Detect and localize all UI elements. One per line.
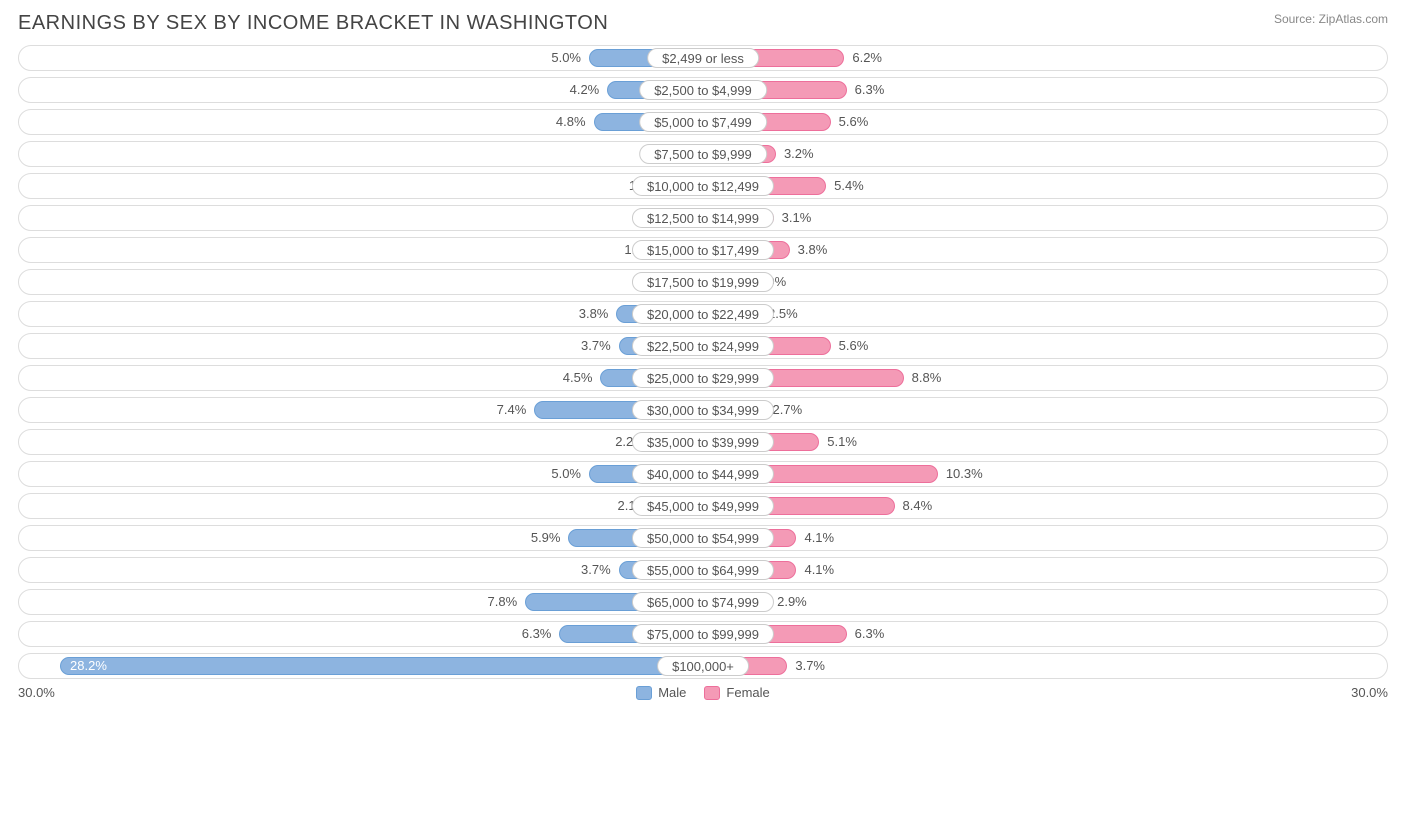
chart-row: 1.6%5.4%$10,000 to $12,499 [18, 173, 1388, 199]
category-pill: $35,000 to $39,999 [632, 432, 774, 452]
chart-row: 7.8% 2.9%$65,000 to $74,999 [18, 589, 1388, 615]
category-pill: $7,500 to $9,999 [639, 144, 767, 164]
female-value: 5.6% [831, 110, 869, 136]
category-pill: $2,499 or less [647, 48, 759, 68]
category-pill: $25,000 to $29,999 [632, 368, 774, 388]
chart-row: 1.1%3.2%$7,500 to $9,999 [18, 141, 1388, 167]
category-pill: $50,000 to $54,999 [632, 528, 774, 548]
chart-footer: 30.0% Male Female 30.0% [18, 685, 1388, 700]
female-value: 3.8% [790, 238, 828, 264]
chart-row: 1.8%3.8%$15,000 to $17,499 [18, 237, 1388, 263]
category-pill: $40,000 to $44,999 [632, 464, 774, 484]
female-value: 8.4% [895, 494, 933, 520]
axis-left-max: 30.0% [18, 685, 55, 700]
chart-row: 3.7% 4.1% $55,000 to $64,999 [18, 557, 1388, 583]
category-pill: $22,500 to $24,999 [632, 336, 774, 356]
female-value: 5.6% [831, 334, 869, 360]
legend-female-label: Female [726, 685, 769, 700]
chart-row: 6.3% 6.3% $75,000 to $99,999 [18, 621, 1388, 647]
legend: Male Female [636, 685, 770, 700]
category-pill: $2,500 to $4,999 [639, 80, 767, 100]
female-value: 3.2% [776, 142, 814, 168]
male-value: 6.3% [522, 622, 560, 648]
female-value: 10.3% [938, 462, 983, 488]
male-value: 4.5% [563, 366, 601, 392]
male-value: 3.7% [581, 558, 619, 584]
chart-title: EARNINGS BY SEX BY INCOME BRACKET IN WAS… [18, 12, 608, 35]
female-value: 3.7% [787, 654, 825, 680]
chart-row: 5.9% 4.1% $50,000 to $54,999 [18, 525, 1388, 551]
male-value: 3.8% [579, 302, 617, 328]
chart-row: 4.8% 5.6% $5,000 to $7,499 [18, 109, 1388, 135]
legend-male: Male [636, 685, 686, 700]
category-pill: $10,000 to $12,499 [632, 176, 774, 196]
male-value: 5.0% [551, 462, 589, 488]
female-value: 3.1% [774, 206, 812, 232]
chart-row: 4.2% 6.3% $2,500 to $4,999 [18, 77, 1388, 103]
chart-header: EARNINGS BY SEX BY INCOME BRACKET IN WAS… [18, 12, 1388, 35]
male-value: 7.4% [497, 398, 535, 424]
chart-source: Source: ZipAtlas.com [1274, 12, 1388, 26]
female-value: 6.3% [847, 78, 885, 104]
butterfly-chart: 5.0% 6.2% $2,499 or less 4.2% 6.3% $2,500 to … [18, 45, 1388, 679]
category-pill: $55,000 to $64,999 [632, 560, 774, 580]
male-bar [60, 657, 703, 675]
chart-row: 2.1%8.4%$45,000 to $49,999 [18, 493, 1388, 519]
legend-male-label: Male [658, 685, 686, 700]
female-swatch-icon [704, 686, 720, 700]
male-swatch-icon [636, 686, 652, 700]
female-value: 4.1% [796, 526, 834, 552]
chart-row: 0.97%3.1%$12,500 to $14,999 [18, 205, 1388, 231]
chart-row: 5.0% 6.2% $2,499 or less [18, 45, 1388, 71]
category-pill: $20,000 to $22,499 [632, 304, 774, 324]
category-pill: $12,500 to $14,999 [632, 208, 774, 228]
male-value: 5.9% [531, 526, 569, 552]
female-value: 4.1% [796, 558, 834, 584]
chart-row: 28.2% 3.7% $100,000+ [18, 653, 1388, 679]
chart-row: 0.17%2.0%$17,500 to $19,999 [18, 269, 1388, 295]
category-pill: $15,000 to $17,499 [632, 240, 774, 260]
chart-row: 2.2%5.1%$35,000 to $39,999 [18, 429, 1388, 455]
legend-female: Female [704, 685, 769, 700]
female-value: 8.8% [904, 366, 942, 392]
female-value: 6.3% [847, 622, 885, 648]
chart-row: 3.7% 5.6% $22,500 to $24,999 [18, 333, 1388, 359]
category-pill: $17,500 to $19,999 [632, 272, 774, 292]
male-value: 5.0% [551, 46, 589, 72]
category-pill: $100,000+ [657, 656, 749, 676]
female-value: 2.9% [769, 590, 807, 616]
female-value: 5.4% [826, 174, 864, 200]
axis-right-max: 30.0% [1351, 685, 1388, 700]
chart-row: 5.0% 10.3% $40,000 to $44,999 [18, 461, 1388, 487]
category-pill: $45,000 to $49,999 [632, 496, 774, 516]
male-value: 3.7% [581, 334, 619, 360]
female-value: 5.1% [819, 430, 857, 456]
male-value: 28.2% [60, 654, 107, 680]
chart-row: 3.8%2.5%$20,000 to $22,499 [18, 301, 1388, 327]
category-pill: $30,000 to $34,999 [632, 400, 774, 420]
category-pill: $65,000 to $74,999 [632, 592, 774, 612]
category-pill: $5,000 to $7,499 [639, 112, 767, 132]
male-value: 4.8% [556, 110, 594, 136]
category-pill: $75,000 to $99,999 [632, 624, 774, 644]
chart-row: 7.4%2.7%$30,000 to $34,999 [18, 397, 1388, 423]
chart-row: 4.5% 8.8% $25,000 to $29,999 [18, 365, 1388, 391]
male-value: 7.8% [488, 590, 526, 616]
female-value: 6.2% [844, 46, 882, 72]
male-value: 4.2% [570, 78, 608, 104]
